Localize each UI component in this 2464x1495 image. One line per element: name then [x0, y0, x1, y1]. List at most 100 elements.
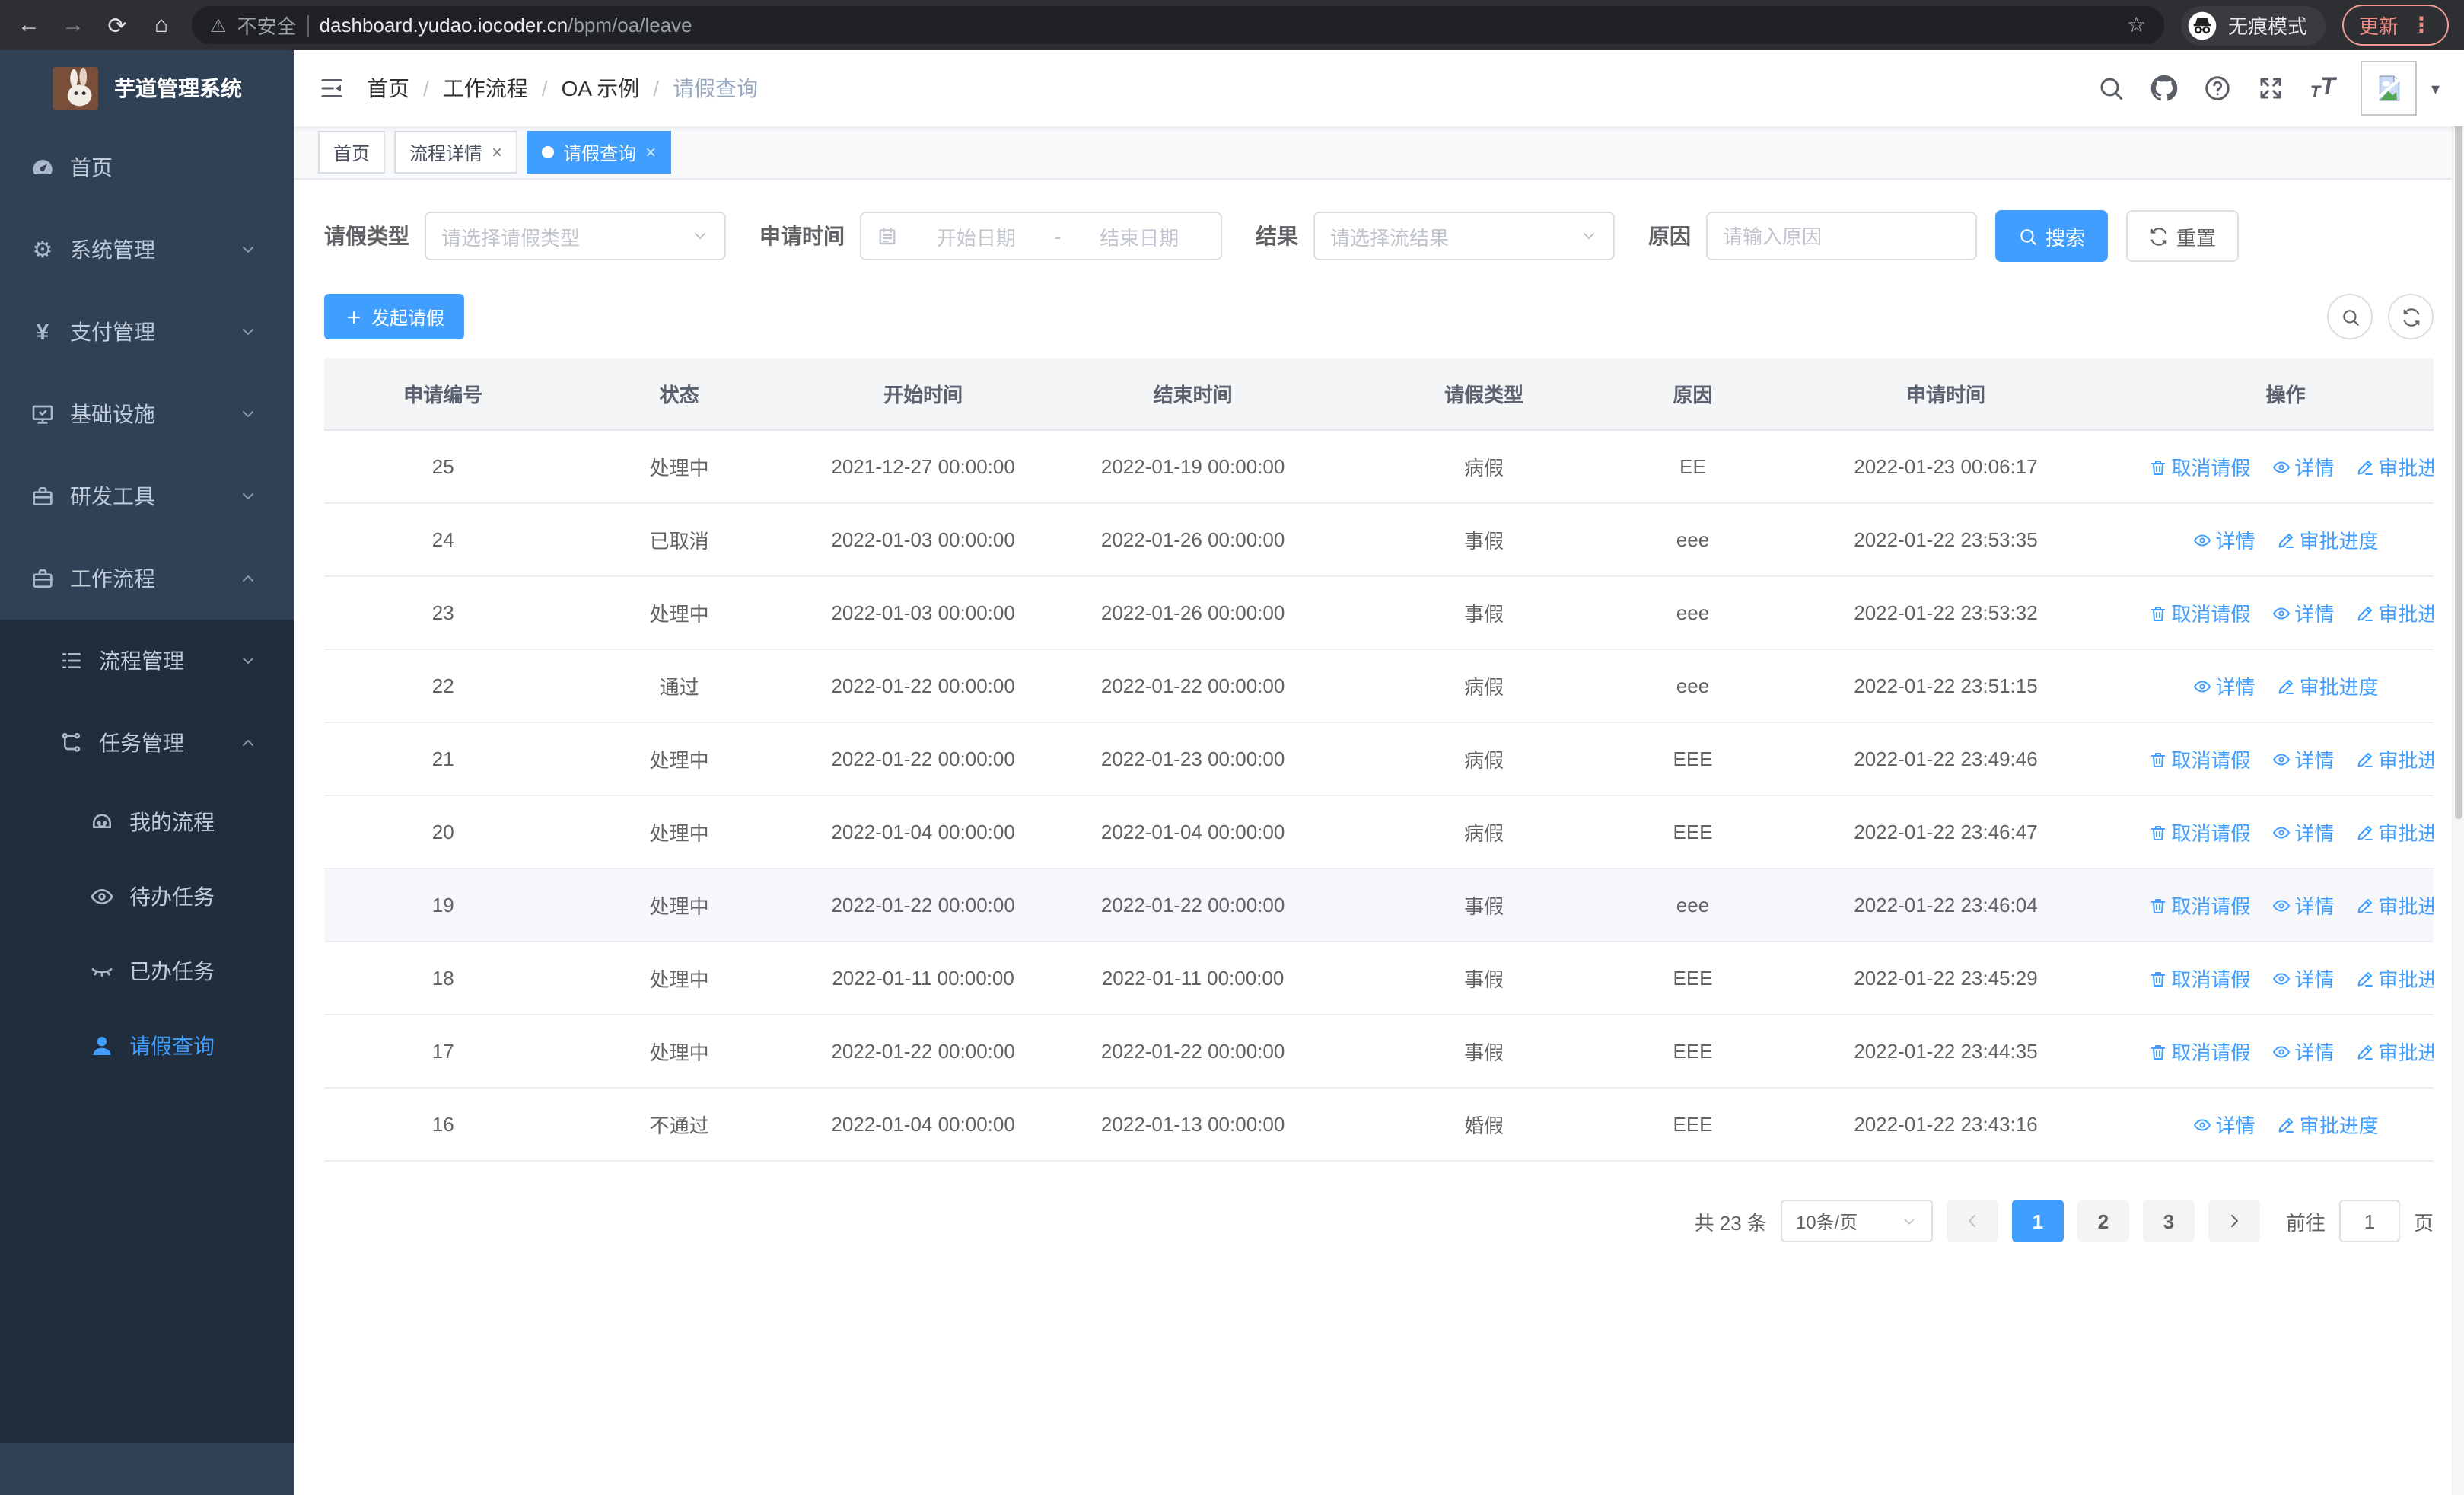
- progress-link[interactable]: 审批进度: [2355, 1037, 2434, 1066]
- forward-icon[interactable]: →: [62, 12, 84, 38]
- cell-apply-no: 21: [324, 722, 562, 796]
- leave-type-select[interactable]: 请选择请假类型: [425, 212, 726, 260]
- progress-link[interactable]: 审批进度: [2355, 818, 2434, 846]
- detail-link[interactable]: 详情: [2193, 1110, 2255, 1139]
- progress-link[interactable]: 审批进度: [2277, 525, 2379, 554]
- detail-link[interactable]: 详情: [2271, 598, 2334, 627]
- create-leave-button[interactable]: 发起请假: [324, 294, 465, 339]
- sidebar-item-dev-tools[interactable]: 研发工具: [0, 455, 294, 537]
- github-icon[interactable]: [2150, 75, 2178, 102]
- detail-link[interactable]: 详情: [2193, 525, 2255, 554]
- chevron-up-icon: [239, 734, 257, 752]
- detail-link[interactable]: 详情: [2271, 891, 2334, 920]
- cancel-leave-link[interactable]: 取消请假: [2148, 818, 2250, 846]
- sidebar-item-infrastructure[interactable]: 基础设施: [0, 373, 294, 455]
- back-icon[interactable]: ←: [18, 12, 40, 38]
- browser-update-button[interactable]: 更新 ⋮: [2341, 5, 2449, 46]
- cancel-leave-link[interactable]: 取消请假: [2148, 452, 2250, 481]
- column-header: 操作: [2138, 358, 2434, 431]
- tab-home[interactable]: 首页: [318, 131, 386, 174]
- cell-status: 已取消: [562, 503, 797, 577]
- avatar-caret-icon[interactable]: ▾: [2431, 80, 2440, 98]
- chevron-up-icon: [239, 569, 257, 588]
- url-bar[interactable]: ⚠ 不安全 dashboard.yudao.iocoder.cn/bpm/oa/…: [192, 6, 2164, 44]
- sidebar-item-workflow[interactable]: 工作流程: [0, 537, 294, 620]
- sidebar-item-process-mgmt[interactable]: 流程管理: [0, 620, 294, 702]
- refresh-table-button[interactable]: [2388, 294, 2434, 339]
- sidebar-item-done-tasks[interactable]: 已办任务: [0, 933, 294, 1008]
- sidebar-item-system[interactable]: ⚙ 系统管理: [0, 209, 294, 291]
- sidebar-item-task-mgmt[interactable]: 任务管理: [0, 702, 294, 784]
- reason-input[interactable]: [1706, 212, 1977, 260]
- sidebar-item-my-process[interactable]: 我的流程: [0, 784, 294, 859]
- cancel-leave-link[interactable]: 取消请假: [2148, 891, 2250, 920]
- page-button-1[interactable]: 1: [2011, 1200, 2064, 1242]
- goto-page-input[interactable]: [2338, 1200, 2400, 1242]
- progress-link[interactable]: 审批进度: [2355, 891, 2434, 920]
- bookmark-star-icon[interactable]: ☆: [2126, 12, 2146, 37]
- detail-link[interactable]: 详情: [2271, 1037, 2334, 1066]
- link-label: 审批进度: [2378, 895, 2434, 918]
- page-size-select[interactable]: 10条/页: [1780, 1200, 1933, 1242]
- page-button-2[interactable]: 2: [2077, 1200, 2129, 1242]
- sidebar-item-label: 支付管理: [70, 320, 155, 344]
- tab-leave-query[interactable]: 请假查询 ×: [527, 131, 672, 174]
- detail-link[interactable]: 详情: [2193, 671, 2255, 700]
- pen-icon: [2355, 896, 2373, 914]
- progress-link[interactable]: 审批进度: [2355, 598, 2434, 627]
- tab-process-detail[interactable]: 流程详情 ×: [394, 131, 518, 174]
- result-select[interactable]: 请选择流结果: [1313, 212, 1615, 260]
- scrollbar-thumb[interactable]: [2455, 50, 2462, 819]
- breadcrumb-item[interactable]: 工作流程: [442, 76, 528, 100]
- show-search-button[interactable]: [2327, 294, 2373, 339]
- cancel-leave-link[interactable]: 取消请假: [2148, 744, 2250, 773]
- sidebar-item-label: 工作流程: [70, 566, 155, 591]
- sidebar-menu: 首页 ⚙ 系统管理 ¥ 支付管理 基础设施 研发工具工作流程流程管理 任务管理 我的流程 待办任务…: [0, 126, 294, 1443]
- close-tab-icon[interactable]: ×: [492, 142, 503, 163]
- sidebar-item-todo-tasks[interactable]: 待办任务: [0, 859, 294, 933]
- next-page-button[interactable]: [2208, 1200, 2260, 1242]
- link-label: 审批进度: [2378, 457, 2434, 480]
- sidebar-item-home[interactable]: 首页: [0, 126, 294, 209]
- sidebar-item-payment[interactable]: ¥ 支付管理: [0, 291, 294, 373]
- apply-time-range-picker[interactable]: 开始日期 - 结束日期: [860, 212, 1222, 260]
- progress-link[interactable]: 审批进度: [2355, 964, 2434, 993]
- cancel-leave-link[interactable]: 取消请假: [2148, 598, 2250, 627]
- trash-icon: [2148, 969, 2166, 987]
- reset-button[interactable]: 重置: [2126, 210, 2240, 262]
- eye-icon: [2271, 750, 2290, 768]
- dashboard-icon: [30, 155, 55, 180]
- close-tab-icon[interactable]: ×: [645, 142, 657, 163]
- detail-link[interactable]: 详情: [2271, 744, 2334, 773]
- progress-link[interactable]: 审批进度: [2277, 1110, 2379, 1139]
- home-icon[interactable]: ⌂: [154, 12, 169, 38]
- browser-menu-dots-icon[interactable]: ⋮: [2411, 12, 2432, 37]
- reload-icon[interactable]: ⟳: [107, 13, 127, 39]
- question-icon[interactable]: [2204, 75, 2231, 102]
- detail-link[interactable]: 详情: [2271, 964, 2334, 993]
- collapse-menu-icon[interactable]: [318, 75, 345, 102]
- detail-link[interactable]: 详情: [2271, 818, 2334, 846]
- breadcrumb-item[interactable]: OA 示例: [561, 76, 640, 100]
- search-icon[interactable]: [2097, 75, 2125, 102]
- progress-link[interactable]: 审批进度: [2277, 671, 2379, 700]
- eye-icon: [2271, 457, 2290, 476]
- window-scrollbar[interactable]: [2452, 50, 2464, 1495]
- cancel-leave-link[interactable]: 取消请假: [2148, 964, 2250, 993]
- detail-link[interactable]: 详情: [2271, 452, 2334, 481]
- progress-link[interactable]: 审批进度: [2355, 744, 2434, 773]
- table-row: 24 已取消 2022-01-03 00:00:00 2022-01-26 00:00…: [324, 503, 2434, 577]
- link-label: 取消请假: [2171, 603, 2251, 626]
- fullscreen-icon[interactable]: [2257, 75, 2284, 102]
- chevron-down-icon: [1901, 1213, 1918, 1229]
- breadcrumb-separator: /: [423, 76, 429, 100]
- progress-link[interactable]: 审批进度: [2355, 452, 2434, 481]
- prev-page-button[interactable]: [1946, 1200, 1998, 1242]
- cancel-leave-link[interactable]: 取消请假: [2148, 1037, 2250, 1066]
- avatar[interactable]: [2361, 61, 2418, 116]
- search-button[interactable]: 搜索: [1995, 210, 2109, 262]
- sidebar-item-leave-query[interactable]: 请假查询: [0, 1008, 294, 1082]
- page-button-3[interactable]: 3: [2142, 1200, 2195, 1242]
- breadcrumb-item[interactable]: 首页: [367, 76, 409, 100]
